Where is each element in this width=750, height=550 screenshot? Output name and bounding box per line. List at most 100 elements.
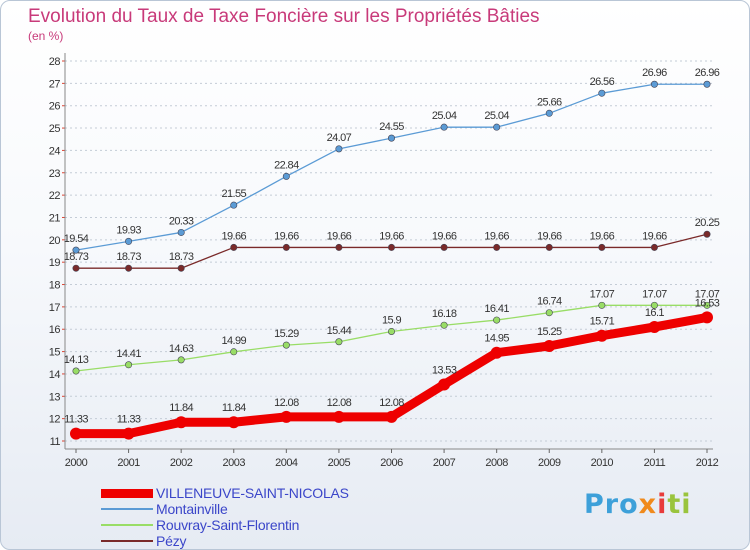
data-point <box>701 311 713 324</box>
data-point <box>545 109 553 117</box>
data-label: 26.96 <box>695 67 720 79</box>
x-tick-label: 2008 <box>485 457 508 469</box>
data-label: 11.84 <box>222 402 246 414</box>
data-label: 19.66 <box>537 230 562 242</box>
data-label: 26.56 <box>590 76 615 88</box>
data-point <box>125 237 133 245</box>
data-label: 17.07 <box>695 288 720 300</box>
data-label: 19.66 <box>327 230 352 242</box>
legend-label: Montainville <box>156 501 228 517</box>
data-label: 16.74 <box>537 296 562 308</box>
data-label: 19.66 <box>432 230 457 242</box>
data-point <box>125 361 133 369</box>
data-label: 19.66 <box>590 230 615 242</box>
legend-item: VILLENEUVE-SAINT-NICOLAS <box>101 485 401 501</box>
y-tick-label: 14 <box>49 369 61 381</box>
legend-label: VILLENEUVE-SAINT-NICOLAS <box>156 485 349 501</box>
data-point <box>230 243 238 251</box>
legend-label: Rouvray-Saint-Florentin <box>156 517 300 533</box>
y-tick-label: 19 <box>49 257 61 269</box>
data-point <box>175 416 188 429</box>
y-tick-label: 13 <box>49 391 61 403</box>
x-tick-label: 2000 <box>65 457 88 469</box>
x-tick-label: 2012 <box>696 457 719 469</box>
legend-swatch <box>101 540 153 542</box>
data-point <box>387 327 395 335</box>
data-label: 16.1 <box>645 307 664 319</box>
data-point <box>227 416 240 429</box>
proxiti-logo: Proxiti <box>584 489 692 520</box>
data-label: 16.18 <box>432 308 457 320</box>
data-label: 15.44 <box>327 325 352 337</box>
data-point <box>650 80 658 88</box>
data-point <box>440 123 448 131</box>
data-labels: 19.54 19.93 20.33 21.55 22.84 24.07 24.55 25.04… <box>64 67 721 426</box>
y-tick-label: 21 <box>49 212 61 224</box>
data-label: 22.84 <box>274 159 299 171</box>
data-point <box>335 338 343 346</box>
data-point <box>703 230 711 238</box>
x-tick-label: 2006 <box>380 457 403 469</box>
data-label: 25.66 <box>537 96 562 108</box>
data-point <box>177 264 185 272</box>
data-point <box>440 243 448 251</box>
data-point <box>72 264 80 272</box>
legend-item: Rouvray-Saint-Florentin <box>101 517 401 533</box>
data-point <box>230 201 238 209</box>
data-label: 17.07 <box>590 288 615 300</box>
data-label: 19.66 <box>274 230 299 242</box>
x-tick-label: 2011 <box>644 457 666 469</box>
data-point <box>493 243 501 251</box>
data-label: 15.9 <box>382 314 401 326</box>
data-point <box>493 123 501 131</box>
data-point <box>545 309 553 317</box>
data-label: 11.84 <box>169 402 193 414</box>
legend-swatch <box>101 524 153 526</box>
chart-subtitle: (en %) <box>28 29 64 43</box>
y-tick-label: 16 <box>49 324 61 336</box>
data-point <box>438 378 451 391</box>
data-label: 14.13 <box>64 354 89 366</box>
y-tick-label: 27 <box>49 78 61 90</box>
data-point <box>332 410 345 423</box>
axes: 11 12 13 14 15 16 17 18 19 20 21 22 23 24 25 26 27 28 2000… <box>49 53 719 469</box>
data-point <box>282 172 290 180</box>
logo-letters: Pro <box>584 489 639 520</box>
data-point <box>648 321 661 333</box>
x-tick-label: 2010 <box>591 457 614 469</box>
data-point <box>595 329 608 342</box>
data-point <box>650 301 658 309</box>
y-tick-label: 15 <box>49 347 61 359</box>
x-tick-label: 2005 <box>328 457 351 469</box>
data-label: 11.33 <box>64 414 88 426</box>
series-layer <box>70 80 713 440</box>
y-tick-label: 20 <box>49 235 61 247</box>
x-tick-label: 2003 <box>223 457 246 469</box>
data-point <box>230 348 238 356</box>
legend-item: Pézy <box>101 533 401 549</box>
x-tick-label: 2007 <box>433 457 456 469</box>
data-label: 13.53 <box>432 364 457 376</box>
y-tick-label: 24 <box>49 145 61 157</box>
data-label: 20.25 <box>695 217 720 229</box>
data-label: 24.07 <box>327 132 352 144</box>
x-tick-label: 2004 <box>275 457 298 469</box>
data-point <box>335 243 343 251</box>
y-tick-label: 12 <box>49 414 61 426</box>
data-point <box>177 228 185 236</box>
data-point <box>72 246 80 254</box>
y-tick-label: 26 <box>49 101 61 113</box>
legend-item: Montainville <box>101 501 401 517</box>
data-label: 15.25 <box>537 326 562 338</box>
data-label: 19.66 <box>221 230 246 242</box>
data-label: 24.55 <box>379 121 404 133</box>
data-point <box>282 243 290 251</box>
y-tick-label: 25 <box>49 123 61 135</box>
y-tick-label: 11 <box>50 436 61 448</box>
logo-letters: ti <box>667 489 692 520</box>
data-label: 25.04 <box>484 110 509 122</box>
legend-label: Pézy <box>156 533 187 549</box>
data-label: 18.73 <box>64 251 89 263</box>
data-label: 12.08 <box>327 397 352 409</box>
